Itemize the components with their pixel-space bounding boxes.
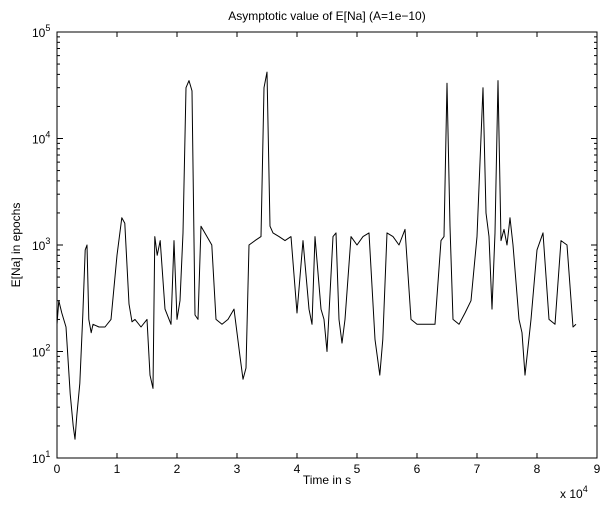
y-tick-exp: 1: [45, 449, 50, 459]
y-tick-label: 105: [32, 23, 50, 40]
y-axis-label: E[Na] in epochs: [9, 203, 23, 288]
x-multiplier-label: x 104: [560, 484, 588, 501]
x-tick-label: 8: [534, 462, 541, 476]
x-tick-label: 4: [294, 462, 301, 476]
plot-frame: [56, 31, 598, 459]
x-tick-label: 7: [474, 462, 481, 476]
x-tick-label: 9: [594, 462, 601, 476]
x-tick-label: 0: [54, 462, 61, 476]
y-tick-label: 101: [32, 449, 50, 466]
y-tick-exp: 3: [45, 236, 50, 246]
y-tick-base: 10: [32, 133, 46, 147]
y-tick-base: 10: [32, 26, 46, 40]
x-axis-label: Time in s: [303, 473, 351, 487]
y-tick-label: 103: [32, 236, 50, 253]
y-tick-base: 10: [32, 239, 46, 253]
y-tick-label: 102: [32, 343, 50, 360]
y-tick-label: 104: [32, 130, 50, 147]
x-tick-label: 6: [414, 462, 421, 476]
y-tick-base: 10: [32, 452, 46, 466]
x-multiplier-exp: 4: [583, 484, 588, 494]
series-line: [56, 71, 577, 440]
x-tick-label: 5: [354, 462, 361, 476]
x-tick-label: 2: [174, 462, 181, 476]
series-layer: [56, 71, 577, 440]
x-tick-label: 3: [234, 462, 241, 476]
x-multiplier-base: x 10: [560, 487, 583, 501]
y-tick-base: 10: [32, 346, 46, 360]
x-tick-label: 1: [114, 462, 121, 476]
chart-title: Asymptotic value of E[Na] (A=1e−10): [228, 9, 425, 23]
y-tick-exp: 4: [45, 130, 50, 140]
y-tick-exp: 5: [45, 23, 50, 33]
y-tick-exp: 2: [45, 343, 50, 353]
